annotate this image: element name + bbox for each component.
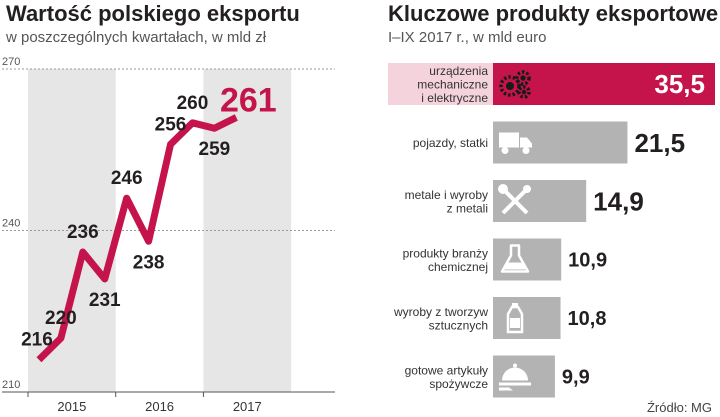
x-tick-label: 2017	[233, 399, 262, 414]
left-chart-title: Wartość polskiego eksportu	[6, 1, 300, 26]
y-tick-label: 270	[2, 56, 20, 68]
bar-row: pojazdy, statki 21,5	[413, 121, 685, 164]
category-label: spożywcze	[429, 377, 488, 391]
bar	[493, 238, 562, 281]
bar	[493, 297, 561, 339]
left-chart-subtitle: w poszczególnych kwartałach, w mld zł	[6, 29, 267, 46]
bottle-icon	[506, 303, 524, 334]
category-label: mechaniczne	[417, 78, 488, 92]
data-label-highlight: 261	[220, 81, 277, 119]
data-label: 231	[89, 290, 121, 311]
category-label: sztucznych	[429, 318, 488, 332]
data-label: 236	[67, 222, 99, 243]
value-label: 9,9	[562, 367, 590, 389]
value-label: 21,5	[634, 128, 685, 158]
data-label: 259	[199, 139, 231, 160]
gears-icon	[499, 70, 531, 99]
series-line	[36, 114, 238, 363]
category-label: i elektryczne	[421, 91, 488, 105]
category-label: urządzenia	[429, 64, 488, 78]
data-label: 256	[155, 114, 187, 135]
value-label: 14,9	[593, 186, 644, 216]
category-label: chemicznej	[428, 260, 488, 274]
food-tray-icon	[499, 363, 531, 391]
value-label: 35,5	[654, 69, 705, 99]
source-note: Źródło: MG	[647, 400, 712, 415]
highlight-label-bg	[388, 63, 493, 105]
data-label: 220	[45, 308, 77, 329]
category-label: metale i wyroby	[405, 188, 488, 202]
y-tick-label: 240	[2, 218, 20, 230]
y-tick-label: 210	[2, 379, 20, 391]
data-label: 246	[111, 168, 143, 189]
category-label: wyroby z tworzyw	[393, 305, 488, 319]
bar	[493, 180, 587, 222]
tools-icon	[498, 184, 531, 215]
right-chart-subtitle: I–IX 2017 r., w mld euro	[388, 29, 547, 46]
value-label: 10,9	[568, 250, 607, 272]
data-label: 260	[177, 93, 209, 114]
category-label: gotowe artykuły	[405, 363, 488, 377]
data-label: 216	[21, 330, 53, 351]
category-label: z metali	[447, 201, 488, 215]
right-chart-title: Kluczowe produkty eksportowe	[388, 1, 719, 26]
category-label: produkty branży	[403, 246, 488, 260]
truck-icon	[499, 132, 532, 154]
data-label: 238	[133, 252, 165, 273]
category-label: pojazdy, statki	[413, 136, 488, 150]
x-tick-label: 2015	[57, 399, 86, 414]
x-tick-label: 2016	[145, 399, 174, 414]
bar	[493, 63, 715, 105]
value-label: 10,8	[568, 308, 607, 330]
flask-icon	[500, 244, 530, 273]
